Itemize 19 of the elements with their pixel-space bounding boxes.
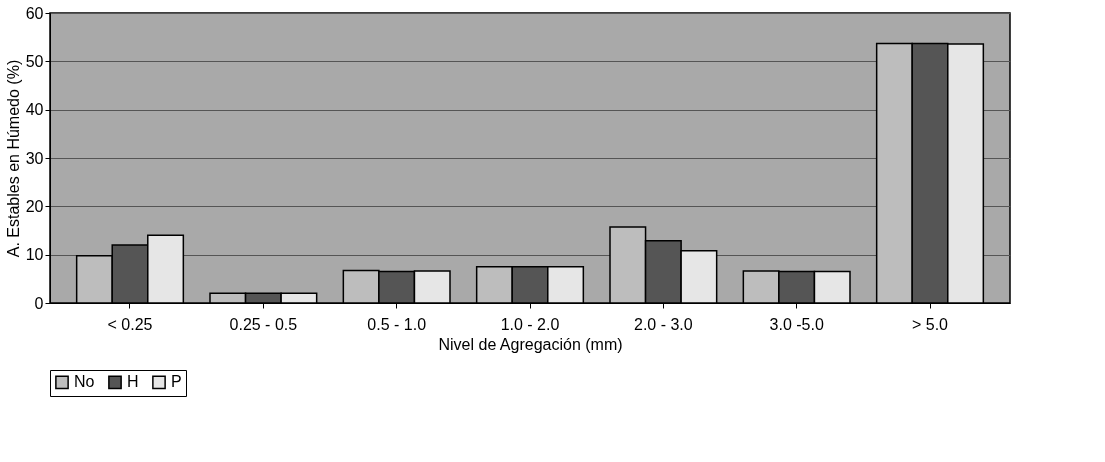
y-tick-label: 30	[25, 149, 44, 167]
y-tick-label: 40	[25, 101, 44, 119]
y-tick-label: 20	[25, 197, 44, 215]
legend-label: H	[127, 373, 139, 391]
y-tick-label: 0	[34, 294, 44, 312]
x-tick-label: < 0.25	[107, 315, 153, 333]
x-tick-label: 3.0 -5.0	[769, 315, 824, 333]
x-tick-label: 0.25 - 0.5	[229, 315, 298, 333]
x-tick-label: 2.0 - 3.0	[633, 315, 693, 333]
y-axis-title: A. Estables en Húmedo (%)	[4, 59, 22, 258]
x-axis-title: Nivel de Agregación (mm)	[438, 335, 623, 353]
x-tick-label: 0.5 - 1.0	[367, 315, 427, 333]
legend-label: No	[74, 373, 95, 391]
y-tick-label: 10	[25, 246, 44, 264]
x-tick-label: 1.0 - 2.0	[500, 315, 560, 333]
y-tick-label: 50	[25, 52, 44, 70]
x-tick-label: > 5.0	[911, 315, 949, 333]
y-tick-label: 60	[25, 4, 44, 22]
legend-label: P	[171, 373, 182, 391]
